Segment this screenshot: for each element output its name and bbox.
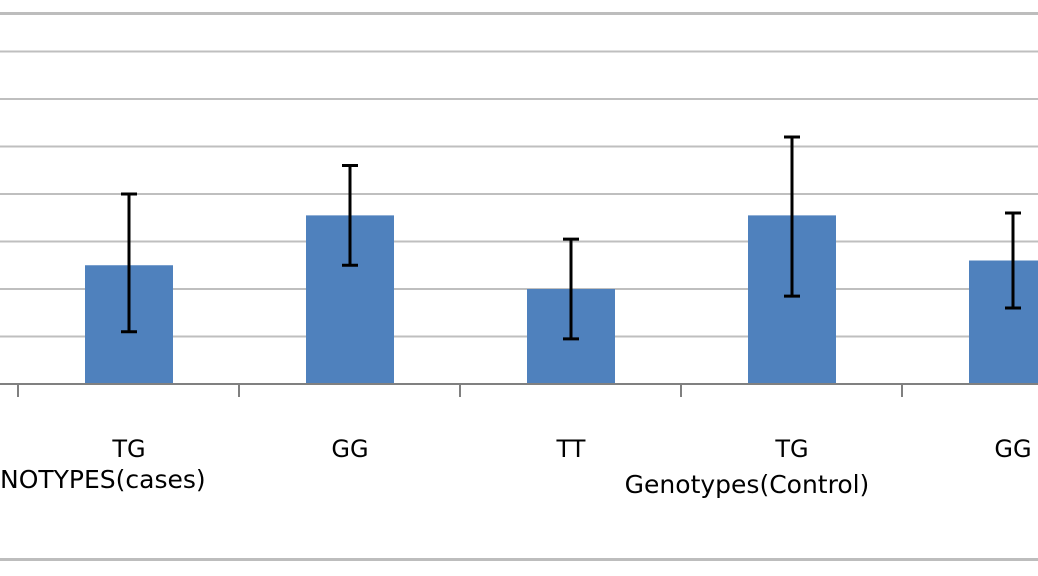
group-label-cases: NOTYPES(cases) <box>0 465 206 494</box>
top-border <box>0 12 1038 15</box>
x-tick-label: TT <box>556 435 586 463</box>
bar <box>969 260 1038 384</box>
x-tick-label: GG <box>331 435 368 463</box>
x-axis <box>0 383 1038 397</box>
error-bars <box>121 135 1021 341</box>
group-labels: NOTYPES(cases) Genotypes(Control) <box>0 465 869 499</box>
group-label-control: Genotypes(Control) <box>625 470 870 499</box>
x-tick-label: TG <box>774 435 808 463</box>
gridlines <box>0 50 1038 338</box>
bottom-border <box>0 558 1038 561</box>
x-tick-labels: TG GG TT TG GG <box>111 435 1031 463</box>
x-tick-label: GG <box>994 435 1031 463</box>
x-tick-label: TG <box>111 435 145 463</box>
